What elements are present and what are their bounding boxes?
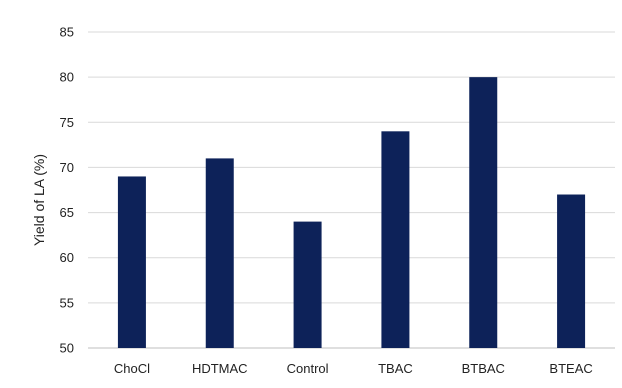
- x-tick-label: ChoCl: [114, 361, 150, 376]
- y-axis-title: Yield of LA (%): [31, 154, 47, 246]
- y-tick-label: 80: [60, 70, 74, 85]
- x-tick-label: Control: [287, 361, 329, 376]
- bar-hdtmac: [205, 158, 234, 348]
- y-tick-label: 60: [60, 250, 74, 265]
- y-tick-label: 75: [60, 115, 74, 130]
- bar-control: [293, 221, 322, 348]
- x-tick-label: TBAC: [378, 361, 413, 376]
- y-tick-label: 55: [60, 295, 74, 310]
- y-tick-label: 50: [60, 341, 74, 356]
- x-tick-label: BTBAC: [462, 361, 505, 376]
- x-tick-label: BTEAC: [549, 361, 592, 376]
- gridlines: [88, 31, 615, 349]
- y-tick-labels: 50 55 60 65 70 75 80 85: [60, 25, 74, 356]
- bar-btbac: [469, 77, 498, 349]
- y-tick-label: 85: [60, 25, 74, 40]
- bar-tbac: [381, 131, 410, 348]
- bar-bteac: [557, 194, 586, 348]
- bar-chocl: [117, 176, 146, 348]
- x-tick-labels: ChoCl HDTMAC Control TBAC BTBAC BTEAC: [114, 361, 593, 376]
- y-tick-label: 70: [60, 160, 74, 175]
- bars: [117, 77, 586, 349]
- y-tick-label: 65: [60, 205, 74, 220]
- x-tick-label: HDTMAC: [192, 361, 248, 376]
